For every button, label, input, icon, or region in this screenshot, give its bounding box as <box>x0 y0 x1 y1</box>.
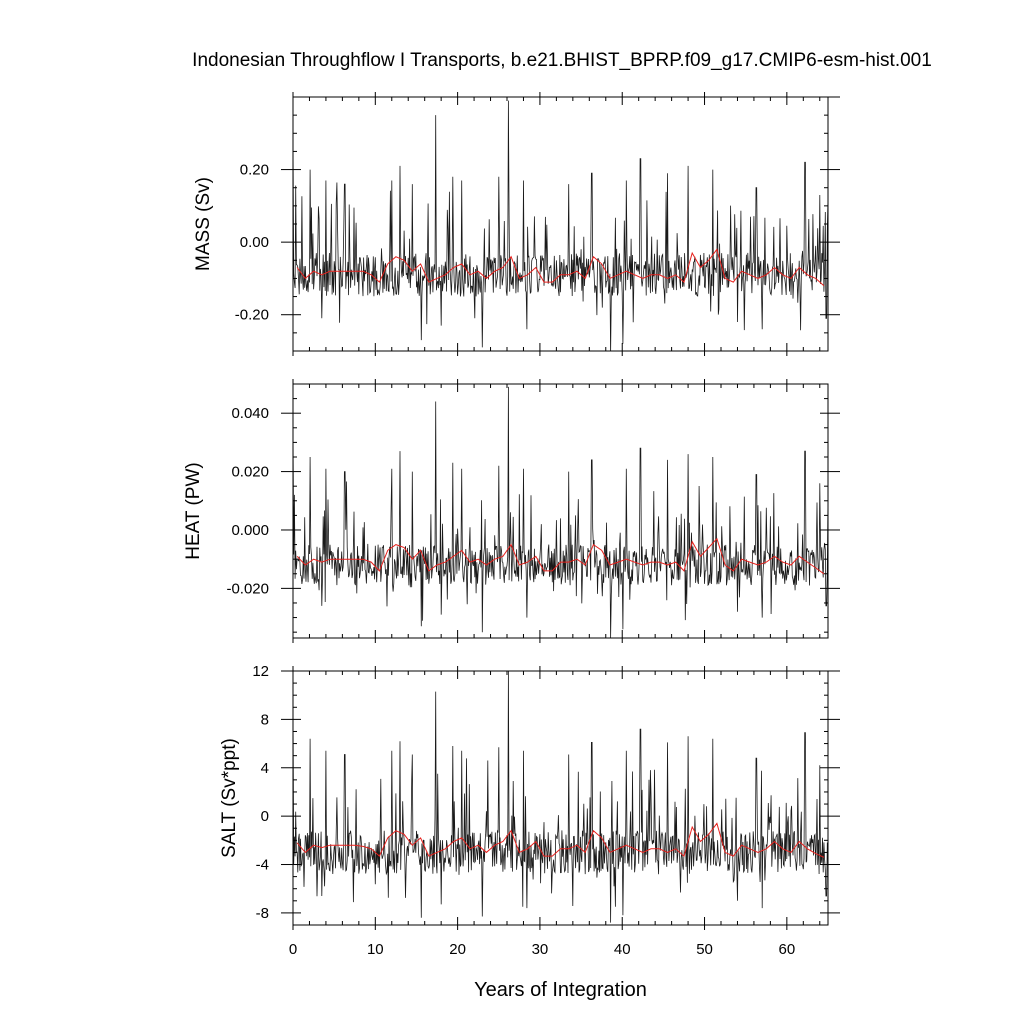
x-tick-label: 30 <box>532 941 549 958</box>
y-tick-label: 0.20 <box>240 162 269 179</box>
panel-1: -0.20 0.00 0.20 MASS (Sv) <box>193 92 840 356</box>
y-tick-label: -0.020 <box>226 580 269 597</box>
y-tick-label: -4 <box>256 857 269 874</box>
y-tick-label: 0.040 <box>231 405 269 422</box>
x-tick-label: 20 <box>449 941 466 958</box>
monthly-series-line <box>293 386 828 638</box>
x-tick-label: 40 <box>614 941 631 958</box>
x-axis-label: Years of Integration <box>474 979 647 1001</box>
panel-2: -0.020 0.000 0.020 0.040 HEAT (PW) <box>183 379 840 643</box>
y-axis-label: SALT (Sv*ppt) <box>219 738 240 858</box>
y-axis-label: HEAT (PW) <box>183 462 204 559</box>
y-tick-label: 4 <box>261 760 269 777</box>
y-tick-label: 0.00 <box>240 234 269 251</box>
plot-frame <box>292 383 829 639</box>
chart-title: Indonesian Throughflow I Transports, b.e… <box>192 50 932 71</box>
panels: -0.20 0.00 0.20 MASS (Sv) -0.020 0.000 0.020 0.… <box>183 92 840 1001</box>
y-tick-label: 8 <box>261 711 269 728</box>
monthly-series-line <box>293 671 828 923</box>
plot-frame <box>292 670 829 926</box>
x-tick-label: 10 <box>367 941 384 958</box>
y-tick-label: 0.020 <box>231 464 269 481</box>
annual-mean-line <box>296 822 825 858</box>
y-tick-label: 12 <box>252 663 269 680</box>
y-tick-label: 0 <box>261 808 269 825</box>
x-tick-label: 0 <box>289 941 297 958</box>
plot-frame <box>292 96 829 352</box>
annual-mean-line <box>296 248 825 287</box>
y-axis-label: MASS (Sv) <box>193 177 214 271</box>
y-tick-label: 0.000 <box>231 522 269 539</box>
monthly-series-line <box>293 100 828 351</box>
annual-mean-line <box>296 537 825 575</box>
x-tick-label: 50 <box>696 941 713 958</box>
panel-3: -8 -4 0 4 8 12 0 10 20 30 40 50 60 SALT (Sv*ppt) Years… <box>219 663 840 1001</box>
y-tick-label: -0.20 <box>235 307 269 324</box>
y-tick-label: -8 <box>256 905 269 922</box>
x-tick-label: 60 <box>779 941 796 958</box>
